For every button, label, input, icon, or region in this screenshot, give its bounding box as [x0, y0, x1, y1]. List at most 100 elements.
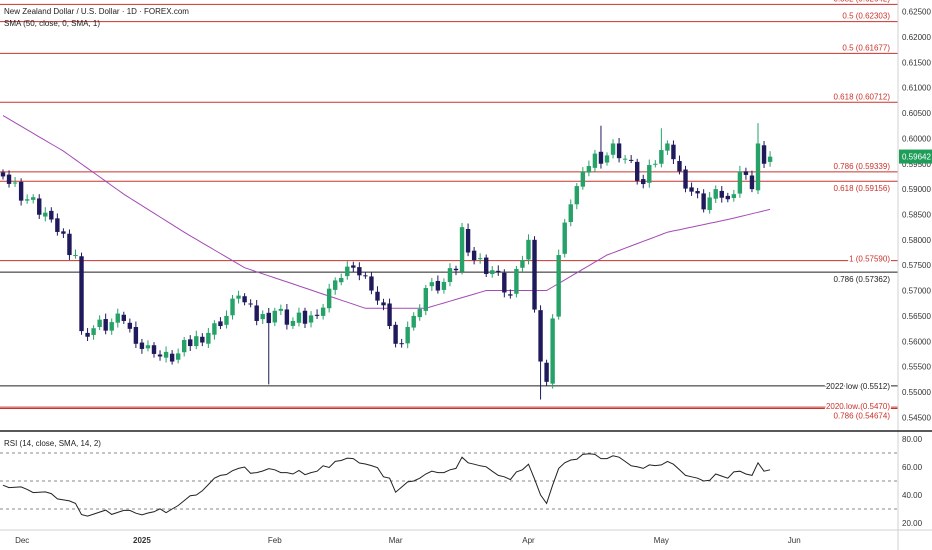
candle-body — [188, 339, 193, 347]
candle-body — [707, 197, 712, 211]
candle-body — [677, 161, 682, 172]
candle-body — [278, 308, 284, 311]
candle-body — [635, 161, 640, 181]
candle-body — [151, 345, 157, 354]
candle-body — [163, 351, 169, 358]
candle-body — [357, 267, 362, 276]
time-tick-label: Dec — [15, 536, 29, 545]
candle-body — [49, 210, 54, 220]
chart-title: New Zealand Dollar / U.S. Dollar · 1D · … — [4, 7, 189, 16]
candle-body — [31, 197, 36, 200]
level-label: 0.5 (0.61677) — [842, 43, 890, 52]
candle-body — [767, 156, 773, 162]
time-tick-label: 2025 — [133, 536, 151, 545]
time-tick-label: Mar — [389, 536, 403, 545]
price-tick-label: 0.56500 — [902, 312, 931, 321]
candle-body — [345, 266, 350, 277]
candle-body — [121, 314, 126, 321]
sma-series — [2, 115, 771, 309]
candle-body — [441, 281, 447, 290]
candle-body — [333, 280, 338, 290]
price-tick-label: 0.57500 — [902, 261, 931, 270]
price-tick-label: 0.55500 — [902, 363, 931, 372]
candle-body — [586, 166, 592, 173]
candle-body — [139, 342, 145, 349]
candle-body — [339, 277, 344, 283]
candle-body — [653, 163, 658, 165]
candle-body — [628, 159, 634, 161]
candle-body — [399, 343, 404, 345]
candle-body — [254, 305, 259, 321]
price-tick-label: 0.61500 — [902, 58, 931, 67]
candle-body — [526, 239, 531, 260]
candle-body — [713, 189, 718, 199]
candle-body — [471, 250, 477, 261]
time-tick-label: Jun — [788, 536, 801, 545]
candle-body — [429, 282, 435, 287]
level-label: 0.618 (0.60712) — [834, 92, 891, 101]
candle-body — [453, 268, 459, 271]
candle-body — [175, 353, 181, 360]
candle-body — [556, 255, 561, 317]
candle-body — [67, 233, 72, 256]
candle-body — [447, 268, 453, 282]
candle-body — [592, 153, 598, 168]
candle-body — [387, 303, 392, 327]
candle-body — [133, 326, 139, 344]
candle-body — [641, 179, 646, 185]
candle-body — [290, 320, 296, 326]
rsi-tick-label: 80.00 — [902, 435, 923, 444]
candle-body — [393, 324, 398, 344]
level-label: 0.5 (0.62303) — [842, 12, 890, 21]
candle-body — [326, 288, 332, 309]
candle-body — [423, 288, 428, 311]
level-label: 0.786 (0.54674) — [834, 411, 891, 420]
rsi-tick-label: 40.00 — [902, 491, 923, 500]
candle-body — [320, 307, 326, 316]
price-tick-label: 0.60500 — [902, 109, 931, 118]
candle-body — [302, 310, 308, 324]
candle-body — [109, 322, 114, 331]
candle-body — [701, 193, 706, 210]
candle-body — [272, 310, 277, 323]
price-tick-label: 0.61000 — [902, 84, 931, 93]
candle-body — [314, 314, 320, 316]
level-label: 0.382 (0.62642) — [834, 0, 891, 3]
candle-body — [145, 345, 151, 349]
rsi-tick-label: 60.00 — [902, 463, 923, 472]
level-label: 1 (0.57590) — [849, 255, 890, 264]
candle-body — [749, 175, 755, 190]
time-tick-label: May — [654, 536, 669, 545]
candle-body — [665, 143, 670, 151]
candle-body — [598, 151, 604, 164]
candle-body — [85, 332, 90, 337]
time-axis[interactable]: Dec 2025 Feb Mar Apr May Jun — [0, 529, 932, 545]
candle-body — [242, 296, 247, 303]
price-tick-label: 0.58000 — [902, 236, 931, 245]
candle-body — [73, 255, 78, 257]
candle-body — [212, 323, 217, 335]
candle-body — [671, 144, 676, 160]
candle-body — [43, 212, 48, 217]
candle-body — [755, 143, 761, 191]
candle-body — [477, 258, 483, 260]
candle-body — [230, 298, 235, 316]
level-label: 0.786 (0.59339) — [834, 162, 891, 171]
candle-body — [115, 313, 120, 323]
candle-body — [296, 312, 302, 323]
candle-body — [194, 336, 199, 347]
candle-body — [351, 265, 356, 268]
candle-body — [127, 322, 133, 329]
candle-body — [206, 332, 211, 344]
price-axis[interactable]: 0.62500 0.62000 0.61500 0.61000 0.60500 0.600… — [897, 0, 932, 550]
rsi-line — [2, 453, 771, 517]
candle-body — [236, 295, 241, 299]
price-tick-label: 0.62500 — [902, 8, 931, 17]
candle-body — [0, 172, 6, 177]
candle-body — [490, 270, 495, 274]
candle-body — [284, 309, 290, 325]
price-tick-label: 0.55000 — [902, 388, 931, 397]
candle-body — [218, 321, 223, 327]
candle-body — [363, 275, 368, 277]
